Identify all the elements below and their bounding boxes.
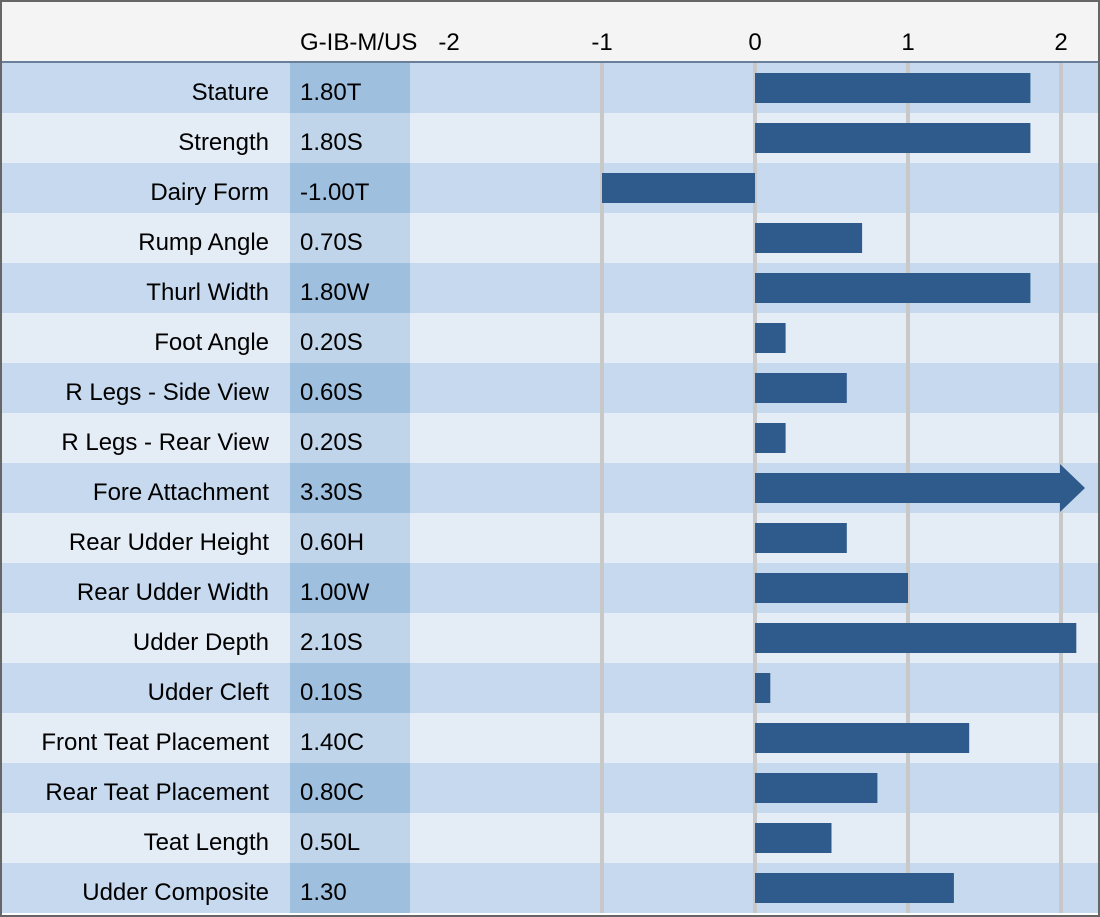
category-label: Rear Udder Height — [69, 529, 269, 556]
value-label: 0.10S — [300, 679, 363, 706]
category-label: Dairy Form — [150, 179, 269, 206]
row-background — [0, 513, 1100, 563]
value-cell-background — [290, 263, 410, 313]
bar — [755, 373, 847, 403]
row-background — [0, 663, 1100, 713]
bar — [755, 773, 878, 803]
value-label: 1.80W — [300, 279, 370, 306]
value-label: 1.80T — [300, 79, 362, 106]
category-label: Thurl Width — [146, 279, 269, 306]
row-background — [0, 163, 1100, 213]
category-label: Foot Angle — [154, 329, 269, 356]
value-cell-background — [290, 563, 410, 613]
row-background — [0, 413, 1100, 463]
value-cell-background — [290, 113, 410, 163]
bar — [755, 123, 1031, 153]
bar — [755, 723, 970, 753]
value-cell-background — [290, 413, 410, 463]
bar — [755, 223, 863, 253]
bars — [602, 73, 1085, 903]
bar-overflow-arrow — [755, 464, 1085, 512]
row-labels: Stature 1.80T Strength 1.80S Dairy Form -1.00… — [41, 79, 369, 906]
bar — [755, 673, 771, 703]
value-label: -1.00T — [300, 179, 370, 206]
value-label: 0.20S — [300, 329, 363, 356]
x-tick-label: 1 — [901, 29, 914, 56]
bar — [755, 423, 786, 453]
value-cell-background — [290, 163, 410, 213]
category-label: Teat Length — [144, 829, 269, 856]
value-cell-background — [290, 63, 410, 113]
value-label: 1.80S — [300, 129, 363, 156]
category-label: Rear Teat Placement — [45, 779, 269, 806]
value-cell-background — [290, 213, 410, 263]
category-label: R Legs - Side View — [65, 379, 269, 406]
bar — [755, 73, 1031, 103]
bar — [602, 173, 755, 203]
value-label: 2.10S — [300, 629, 363, 656]
header-background — [0, 0, 1100, 62]
row-background — [0, 763, 1100, 813]
value-cell-background — [290, 813, 410, 863]
value-label: 0.60H — [300, 529, 364, 556]
category-label: Strength — [178, 129, 269, 156]
x-tick-label: -1 — [591, 29, 612, 56]
x-tick-label: 0 — [748, 29, 761, 56]
category-label: Front Teat Placement — [41, 729, 269, 756]
bar — [755, 573, 908, 603]
bar — [755, 273, 1031, 303]
bar — [755, 523, 847, 553]
value-label: 0.50L — [300, 829, 360, 856]
row-background — [0, 213, 1100, 263]
x-tick-label: 2 — [1054, 29, 1067, 56]
value-cell-background — [290, 513, 410, 563]
value-cell-background — [290, 363, 410, 413]
value-label: 0.20S — [300, 429, 363, 456]
value-label: 0.60S — [300, 379, 363, 406]
category-label: Udder Depth — [133, 629, 269, 656]
bar — [755, 623, 1077, 653]
category-label: Stature — [192, 79, 269, 106]
value-cell-background — [290, 663, 410, 713]
value-label: 0.80C — [300, 779, 364, 806]
x-tick-label: -2 — [438, 29, 459, 56]
value-cell-background — [290, 463, 410, 513]
row-background — [0, 563, 1100, 613]
value-label: 1.40C — [300, 729, 364, 756]
category-label: Rear Udder Width — [77, 579, 269, 606]
value-label: 0.70S — [300, 229, 363, 256]
bar — [755, 823, 832, 853]
value-cell-background — [290, 713, 410, 763]
value-cell-background — [290, 613, 410, 663]
category-label: R Legs - Rear View — [61, 429, 269, 456]
category-label: Udder Cleft — [148, 679, 270, 706]
x-axis-ticks: -2 -1 0 1 2 — [438, 29, 1067, 56]
value-label: 1.00W — [300, 579, 370, 606]
row-background — [0, 813, 1100, 863]
value-cell-background — [290, 313, 410, 363]
bar — [755, 323, 786, 353]
value-label: 3.30S — [300, 479, 363, 506]
value-cell-background — [290, 763, 410, 813]
bar — [755, 873, 954, 903]
row-background — [0, 363, 1100, 413]
value-cell-background — [290, 863, 410, 913]
value-label: 1.30 — [300, 879, 347, 906]
category-label: Rump Angle — [138, 229, 269, 256]
row-background — [0, 313, 1100, 363]
category-label: Fore Attachment — [93, 479, 269, 506]
value-column-header: G-IB-M/US — [300, 29, 417, 56]
category-label: Udder Composite — [82, 879, 269, 906]
